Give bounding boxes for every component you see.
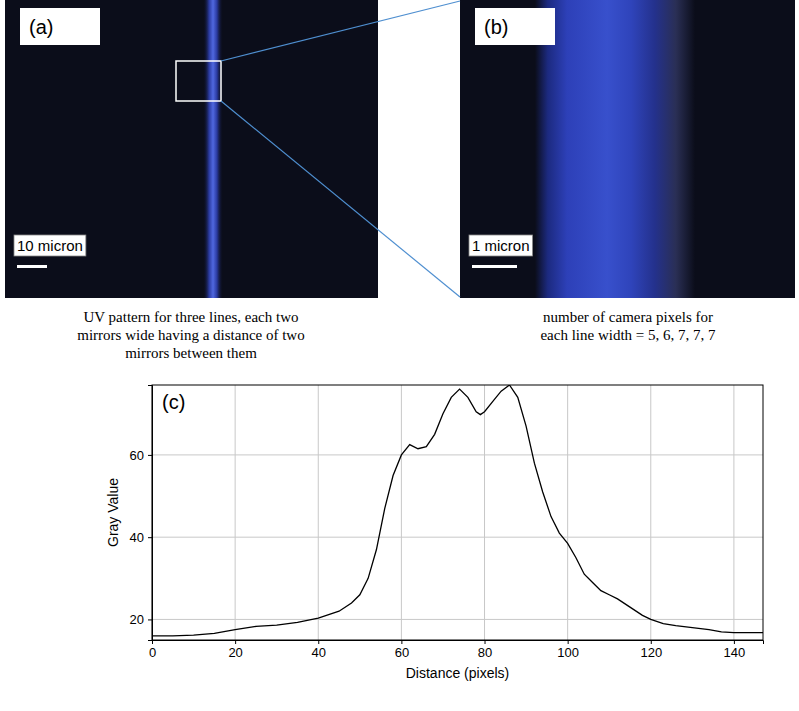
tick-mark	[651, 640, 652, 644]
tick: 100	[557, 640, 579, 660]
tick-label: 40	[130, 530, 144, 545]
tick-mark	[318, 640, 319, 644]
grid	[152, 385, 763, 640]
plot-frame	[152, 385, 763, 640]
uv-band	[535, 0, 695, 298]
tick-label: 40	[312, 645, 326, 660]
label-background	[475, 8, 555, 45]
tick: 60	[395, 640, 409, 660]
image-background	[5, 0, 378, 298]
tick-mark	[734, 640, 735, 644]
scale-bar-label-background	[14, 235, 86, 256]
panel-label: (a)	[29, 16, 53, 38]
tick-label: 120	[640, 645, 662, 660]
y-axis: 20 40 60	[130, 386, 153, 641]
tick-label: 20	[228, 645, 242, 660]
caption-line: UV pattern for three lines, each two	[83, 309, 298, 325]
scale-bar-group: 10 micron	[14, 235, 86, 268]
tick-mark	[401, 640, 402, 644]
tick: 80	[478, 640, 492, 660]
tick-label: 0	[149, 645, 156, 660]
scale-bar-label: 10 micron	[17, 237, 83, 254]
scale-bar	[472, 265, 517, 268]
tick-label: 80	[478, 645, 492, 660]
plot-background	[152, 385, 763, 640]
tick-mark	[568, 640, 569, 644]
profile-line	[152, 385, 763, 636]
scale-bar-label: 1 micron	[472, 237, 530, 254]
grid-line-x	[401, 385, 402, 640]
tick: 20	[228, 640, 242, 660]
tick: 20	[130, 612, 152, 627]
grid-line-y	[152, 619, 763, 620]
label-background	[20, 8, 100, 45]
tick-mark	[148, 619, 152, 620]
panel-label-box: (b)	[475, 8, 555, 45]
tick-mark	[148, 455, 152, 456]
caption-line: number of camera pixels for	[543, 309, 713, 325]
tick-label: 20	[130, 612, 144, 627]
panel-label: (c)	[162, 391, 185, 413]
grid-line-x	[733, 385, 734, 640]
panel-label-box: (a)	[20, 8, 100, 45]
tick-label: 100	[557, 645, 579, 660]
tick-label: 60	[130, 448, 144, 463]
scale-bar-group: 1 micron	[469, 235, 533, 268]
tick: 60	[130, 448, 152, 463]
caption-line: mirrors wide having a distance of two	[77, 327, 304, 343]
grid-line-x	[650, 385, 651, 640]
image-panels	[5, 0, 795, 298]
chart: 0 20 40 60 80 100 120 140 20 40 60 Distance (pixels…	[105, 385, 764, 681]
tick: 120	[640, 640, 662, 660]
grid-line-x	[484, 385, 485, 640]
tick: 0	[149, 640, 156, 660]
x-axis: 0 20 40 60 80 100 120 140	[149, 640, 764, 660]
tick-mark	[485, 640, 486, 644]
plot-marks	[152, 385, 763, 636]
axis-line	[153, 641, 764, 645]
grid-line-x	[567, 385, 568, 640]
caption-line: mirrors between them	[125, 345, 257, 361]
panel-label: (b)	[484, 16, 508, 38]
x-axis-title: Distance (pixels)	[406, 665, 509, 681]
figure: (a) 10 micron UV pattern for three lines, …	[0, 0, 799, 711]
tick: 40	[130, 530, 152, 545]
zoom-connector	[221, 101, 460, 297]
tick-label: 140	[724, 645, 746, 660]
grid-line-y	[152, 537, 763, 538]
scale-bar-label-background	[469, 235, 533, 256]
y-axis-title: Gray Value	[105, 478, 121, 547]
caption-line: each line width = 5, 6, 7, 7, 7	[540, 327, 716, 343]
tick-label: 60	[395, 645, 409, 660]
zoom-box	[176, 61, 221, 101]
grid-line-x	[318, 385, 319, 640]
grid-line-y	[152, 454, 763, 455]
tick-mark	[235, 640, 236, 644]
grid-line-x	[235, 385, 236, 640]
tick: 140	[724, 640, 746, 660]
image-background	[460, 0, 795, 298]
tick-mark	[148, 537, 152, 538]
uv-line	[203, 0, 223, 298]
zoom-connector	[221, 1, 460, 61]
scale-bar	[17, 265, 47, 268]
tick: 40	[312, 640, 326, 660]
